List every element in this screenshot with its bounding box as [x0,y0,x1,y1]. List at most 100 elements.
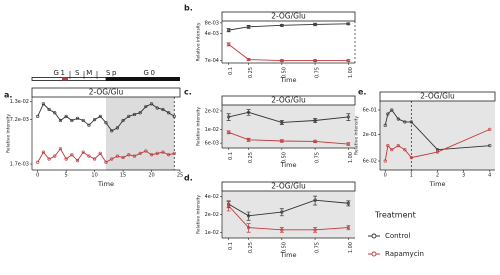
panel-label: a. [4,91,12,100]
x-tick-label: 0 [384,173,387,179]
data-point [149,153,154,157]
phase-label: M [86,69,94,77]
data-point [155,151,159,156]
data-point [53,111,57,115]
data-point [127,153,131,157]
legend-marker [371,251,377,257]
data-point [403,148,407,152]
data-point [435,150,440,154]
data-point [36,114,40,118]
x-tick-label: 1 [410,173,413,179]
data-point [227,115,231,119]
x-axis-label: Time [429,180,446,188]
data-point [144,104,148,109]
data-point [93,157,97,161]
x-tick-label: 5 [65,173,68,179]
error-bar [279,24,284,27]
data-point [247,214,251,218]
y-tick-label: 1.3e-02 [10,99,29,105]
data-point [396,117,400,121]
data-point [87,123,91,127]
y-tick-label: 7e-04 [205,58,219,64]
strip [221,11,356,22]
data-point [247,110,251,114]
y-tick-label: 6e-01 [363,107,377,113]
data-point [161,107,165,112]
data-point [227,28,231,32]
data-point [36,160,40,164]
legend-marker [371,233,377,239]
panel-label: b. [184,4,193,13]
x-tick-label: 0.25 [248,67,254,78]
x-tick-label: 0.50 [281,67,287,78]
x-tick-label: 2 [436,173,439,179]
strip [31,87,181,98]
data-point [227,204,231,208]
error-bar [226,113,231,121]
strip-title: 2-OG/Glu [271,182,306,191]
data-point [144,149,148,153]
error-bar [246,211,251,221]
data-point [390,108,394,112]
data-point [172,114,176,118]
data-point [313,59,317,63]
data-point [75,116,80,120]
error-bar [246,223,251,233]
y-axis-label: Relative intensity [6,114,12,153]
panel-label: d. [184,174,193,183]
x-tick-label: 0.1 [228,242,234,250]
data-point [488,127,492,131]
data-point [280,210,284,214]
data-point [409,155,413,160]
y-tick-label: 1e-02 [205,127,219,133]
x-axis-label: Time [97,180,114,188]
data-point [58,118,63,123]
strip [379,91,496,102]
x-axis-label: Time [280,161,297,169]
data-point [409,120,413,124]
data-point [227,42,231,46]
x-tick-label: 3 [462,173,465,179]
data-point [75,158,80,163]
data-point [64,114,68,118]
data-point [110,129,114,133]
data-point [41,150,45,154]
data-point [313,139,317,144]
data-point [115,126,119,130]
data-point [396,144,400,148]
phase-label: G0 [144,69,157,77]
data-point [53,154,57,158]
y-tick-label: 2e-02 [205,108,219,114]
data-point [383,159,387,163]
data-point [47,107,51,112]
plot-background [222,21,355,63]
x-tick-label: 0.75 [315,67,321,78]
x-tick-label: 4 [488,173,491,179]
data-point [313,228,317,232]
data-point [167,153,171,157]
data-point [280,120,284,125]
x-tick-label: 0.75 [315,242,321,253]
cycle-bar-filled [106,77,180,81]
series-line [384,109,490,151]
legend-title: Treatment [374,211,416,220]
strip-title: 2-OG/Glu [271,12,306,21]
data-point [403,120,407,124]
x-axis-label: Time [280,251,297,259]
phase-label: S [75,69,81,77]
data-point [98,151,102,156]
data-point [149,102,154,106]
y-tick-label: 7.2e-03 [10,117,29,123]
data-point [155,106,159,110]
y-tick-label: 8e-03 [205,20,219,26]
x-tick-label: 1.00 [348,152,354,163]
x-tick-label: 0.75 [315,152,321,163]
data-point [386,144,390,148]
data-point [81,118,85,123]
data-point [41,102,45,106]
data-point [58,147,63,151]
shaded-region [106,97,175,170]
data-point [121,118,125,123]
data-point [87,154,91,158]
